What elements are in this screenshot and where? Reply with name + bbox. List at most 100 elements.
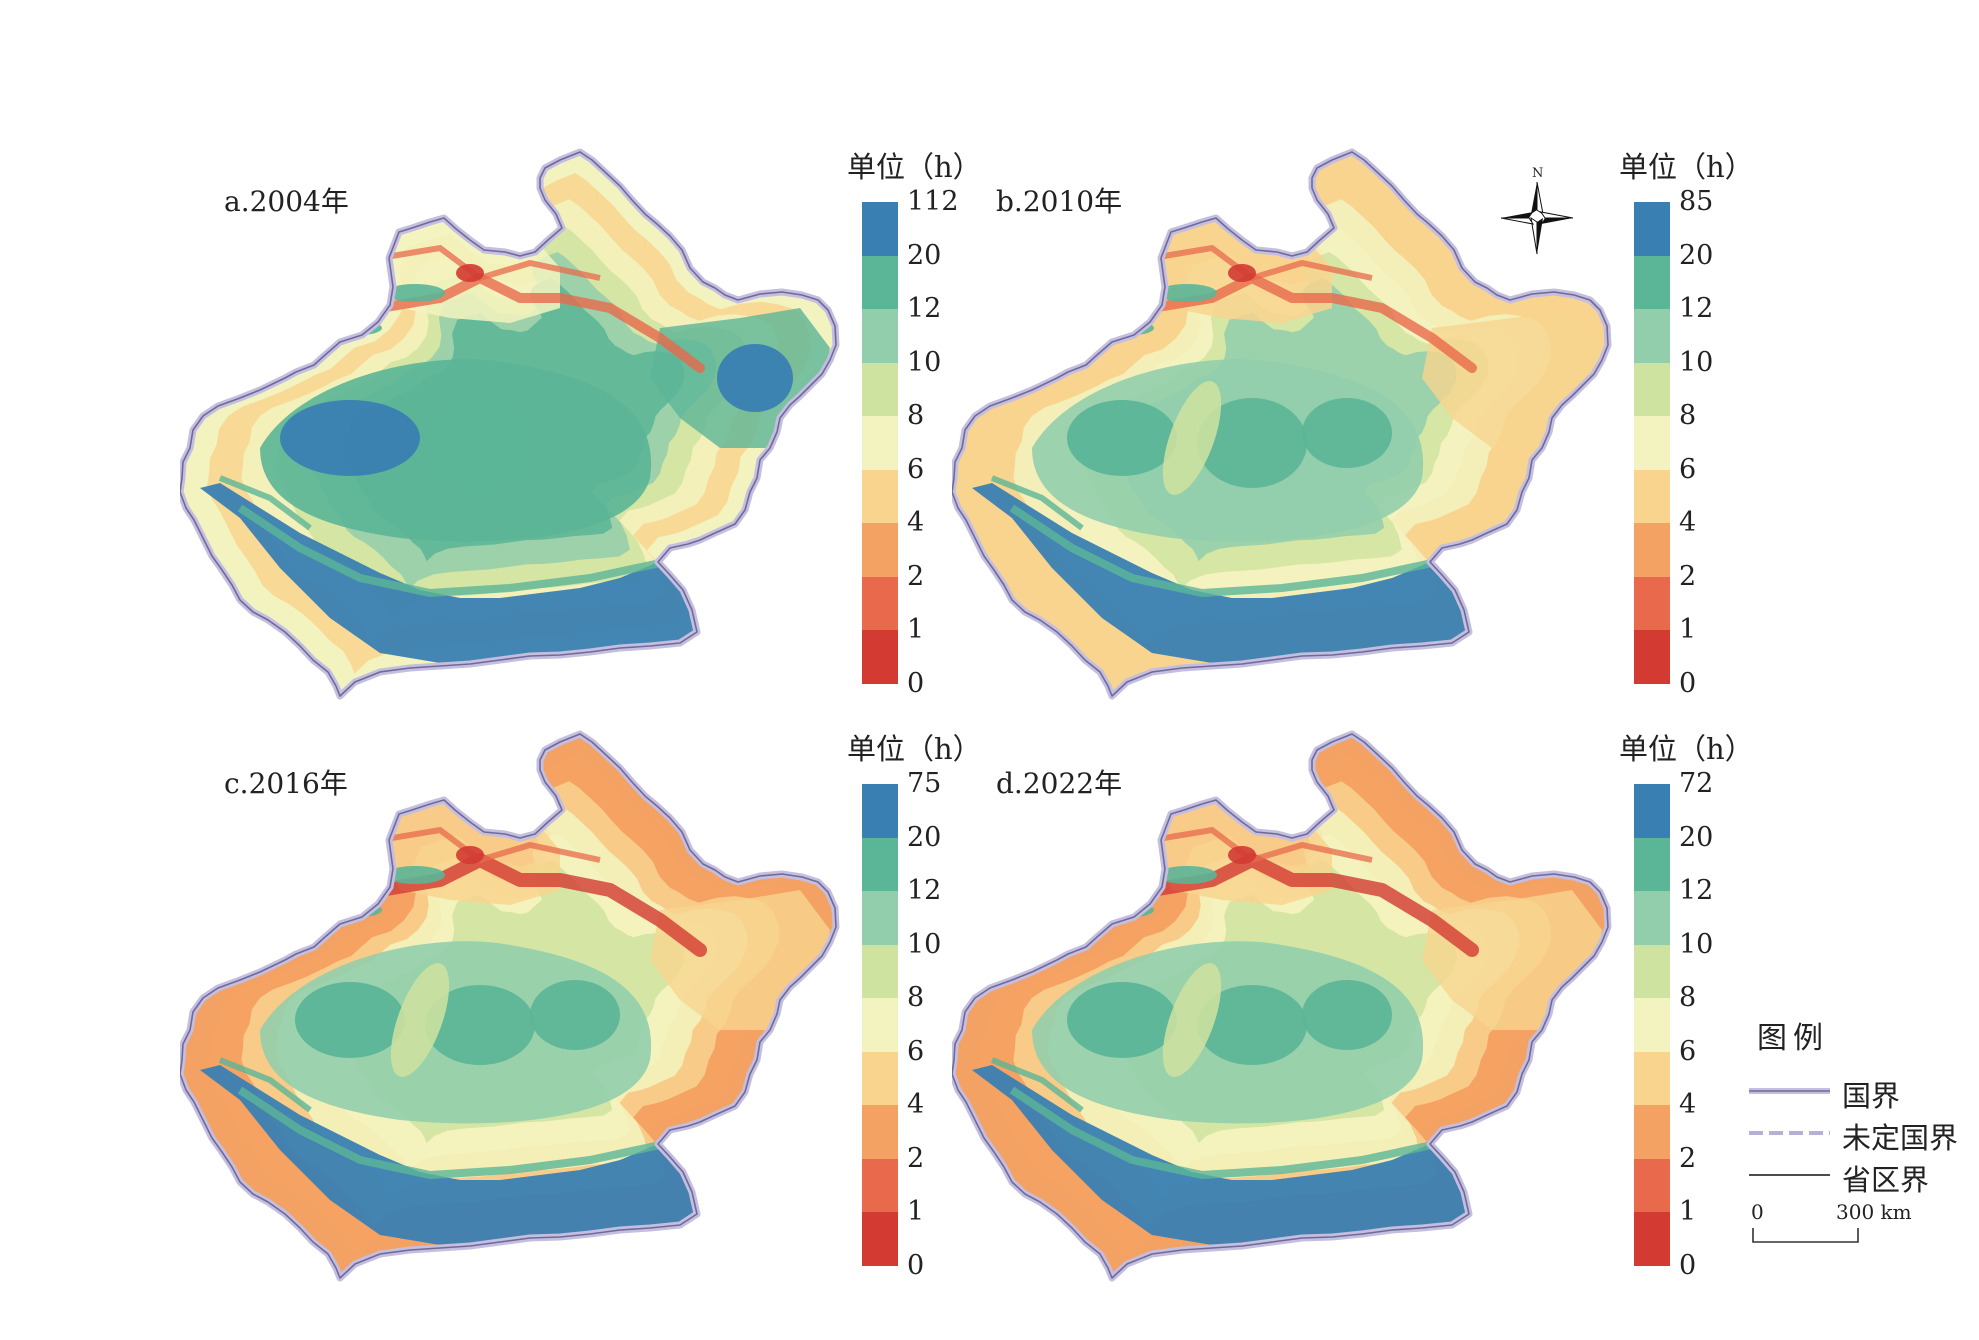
- color-swatch: [1634, 362, 1670, 417]
- undetermined-line-icon: [1749, 1131, 1830, 1135]
- color-swatch: [862, 255, 898, 310]
- province-line-icon: [1749, 1174, 1830, 1176]
- xinjiang-map: [952, 148, 1612, 700]
- color-swatch: [1634, 630, 1670, 684]
- color-scale-tick: 20: [907, 239, 942, 271]
- color-swatch: [1634, 1105, 1670, 1159]
- color-scale-tick: 0: [1679, 1249, 1697, 1281]
- color-scale-tick: 0: [1679, 667, 1697, 699]
- color-scale-tick: 6: [907, 1035, 925, 1067]
- unit-title: 单位（h）: [1619, 150, 1754, 184]
- color-scale-tick: 12: [907, 293, 942, 324]
- unit-title: 单位（h）: [847, 732, 982, 766]
- color-scale-tick: 8: [907, 982, 925, 1013]
- color-swatch: [1634, 1212, 1670, 1266]
- color-swatch: [1634, 891, 1670, 945]
- north-arrow-icon: [1497, 166, 1577, 258]
- unit-title: 单位（h）: [847, 150, 982, 184]
- color-scale-tick: 8: [907, 400, 925, 431]
- color-swatch: [1634, 944, 1670, 999]
- color-scale-tick: 0: [907, 1249, 925, 1281]
- color-swatch: [862, 1212, 898, 1266]
- legend-label-undetermined: 未定国界: [1842, 1121, 1959, 1155]
- color-swatch: [1634, 469, 1670, 524]
- color-scale-tick: 6: [1679, 1035, 1697, 1067]
- color-scale-tick: 2: [907, 560, 925, 592]
- color-swatch: [1634, 784, 1670, 838]
- color-scale-tick: 12: [1679, 293, 1714, 324]
- color-scale-tick: 20: [1679, 239, 1714, 271]
- color-scale-tick: 8: [1679, 400, 1697, 431]
- color-scale-tick: 6: [1679, 453, 1697, 485]
- color-scale-tick: 2: [1679, 560, 1697, 592]
- panel-label: d.2022年: [996, 767, 1123, 800]
- map-panel: a.2004年: [180, 148, 960, 728]
- color-scale-tick: 0: [907, 667, 925, 699]
- color-swatch: [862, 416, 898, 470]
- color-scale-tick: 12: [1679, 875, 1714, 906]
- color-swatch: [1634, 998, 1670, 1052]
- color-scale-tick: 112: [907, 186, 959, 217]
- scale-bar: [1752, 1228, 1859, 1243]
- legend-item-province: 省区界: [1747, 1157, 1979, 1197]
- color-swatch: [862, 1158, 898, 1213]
- color-swatch: [862, 944, 898, 999]
- color-scale-tick: 1: [1679, 1196, 1697, 1227]
- color-scale-tick: 8: [1679, 982, 1697, 1013]
- color-scale-tick: 72: [1679, 768, 1714, 799]
- color-swatch: [862, 523, 898, 577]
- color-scale-tick: 4: [907, 507, 925, 538]
- color-swatch: [1634, 255, 1670, 310]
- legend-label-border: 国界: [1842, 1079, 1901, 1113]
- color-swatch: [1634, 416, 1670, 470]
- color-scale-tick: 10: [1679, 346, 1714, 378]
- border-line-icon: [1749, 1088, 1830, 1094]
- map-legend: 图例 国界 未定国界 省区界: [1747, 1013, 1979, 1273]
- map-panel: b.2010年: [952, 148, 1732, 728]
- color-scale-tick: 4: [907, 1089, 925, 1120]
- color-swatch: [1634, 1051, 1670, 1106]
- color-scale-tick: 2: [907, 1142, 925, 1174]
- legend-item-border: 国界: [1747, 1073, 1979, 1113]
- color-scale-tick: 12: [907, 875, 942, 906]
- color-scale-tick: 2: [1679, 1142, 1697, 1174]
- legend-title: 图例: [1757, 1021, 1829, 1056]
- panel-label: c.2016年: [224, 767, 348, 800]
- panel-label: a.2004年: [224, 185, 349, 218]
- color-scale-tick: 4: [1679, 1089, 1697, 1120]
- color-swatch: [862, 998, 898, 1052]
- color-swatch: [862, 202, 898, 256]
- color-swatch: [1634, 576, 1670, 631]
- color-swatch: [1634, 523, 1670, 577]
- color-scale-tick: 1: [1679, 614, 1697, 645]
- color-swatch: [862, 362, 898, 417]
- color-scale-tick: 20: [907, 821, 942, 853]
- xinjiang-map: [180, 148, 840, 700]
- xinjiang-map: [180, 730, 840, 1282]
- color-swatch: [862, 1051, 898, 1106]
- legend-label-province: 省区界: [1842, 1163, 1930, 1197]
- color-swatch: [862, 309, 898, 363]
- xinjiang-map: [952, 730, 1612, 1282]
- color-scale-tick: 85: [1679, 186, 1714, 217]
- color-scale-tick: 6: [907, 453, 925, 485]
- color-swatch: [862, 469, 898, 524]
- color-swatch: [862, 630, 898, 684]
- map-panel: d.2022年: [952, 730, 1732, 1310]
- color-swatch: [862, 891, 898, 945]
- map-panel: c.2016年: [180, 730, 960, 1310]
- color-swatch: [1634, 309, 1670, 363]
- color-scale-tick: 75: [907, 768, 942, 799]
- scale-start-label: 0: [1751, 1200, 1764, 1224]
- color-scale-tick: 20: [1679, 821, 1714, 853]
- color-scale-tick: 10: [907, 346, 942, 378]
- legend-item-undetermined: 未定国界: [1747, 1115, 1979, 1155]
- color-swatch: [1634, 202, 1670, 256]
- scale-end-label: 300 km: [1836, 1200, 1912, 1224]
- color-scale-tick: 10: [907, 928, 942, 960]
- unit-title: 单位（h）: [1619, 732, 1754, 766]
- panel-label: b.2010年: [996, 185, 1123, 218]
- color-swatch: [862, 1105, 898, 1159]
- color-swatch: [862, 837, 898, 892]
